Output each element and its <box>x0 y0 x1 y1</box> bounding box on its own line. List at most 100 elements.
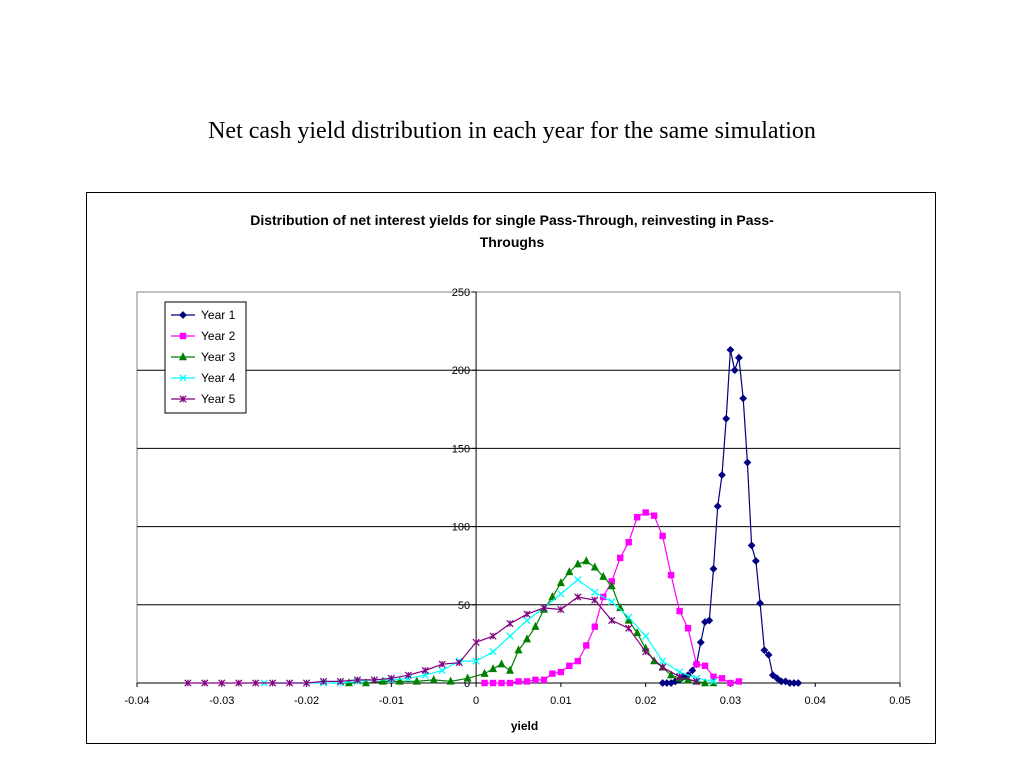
data-point-series-1 <box>739 394 748 403</box>
legend-label-5: Year 5 <box>201 392 236 406</box>
data-point-series-3 <box>378 676 387 685</box>
data-point-series-2 <box>540 676 548 684</box>
data-point-series-5 <box>675 673 684 681</box>
data-point-series-5 <box>184 679 192 687</box>
data-point-series-1 <box>794 679 803 687</box>
data-point-series-2 <box>659 532 666 540</box>
data-point-series-5 <box>591 596 599 604</box>
data-point-series-3 <box>429 675 438 684</box>
data-point-series-1 <box>747 541 756 550</box>
data-point-series-5 <box>302 679 311 687</box>
x-tick-label: 0.03 <box>720 695 741 707</box>
data-point-series-2 <box>591 623 599 630</box>
data-point-series-2 <box>498 679 505 687</box>
y-tick-label: 250 <box>452 287 470 299</box>
data-point-series-3 <box>599 571 608 580</box>
data-point-series-2 <box>650 512 658 519</box>
legend-label-2: Year 2 <box>201 329 236 343</box>
data-point-series-3 <box>590 562 599 571</box>
data-point-series-3 <box>582 556 591 565</box>
data-point-series-3 <box>395 676 404 685</box>
data-point-series-5 <box>506 619 514 628</box>
data-point-series-2 <box>566 662 573 669</box>
data-point-series-3 <box>573 559 582 568</box>
data-point-series-2 <box>506 679 514 687</box>
data-point-series-2 <box>574 657 582 665</box>
data-point-series-2 <box>625 539 632 546</box>
data-point-series-1 <box>764 650 773 659</box>
legend-marker-4 <box>179 374 187 382</box>
data-point-series-2 <box>489 679 497 687</box>
data-point-series-5 <box>421 666 429 675</box>
data-point-series-5 <box>540 604 548 612</box>
data-point-series-5 <box>625 624 633 632</box>
data-point-series-5 <box>269 679 277 687</box>
legend-marker-1 <box>179 311 187 319</box>
data-point-series-2 <box>735 678 743 685</box>
data-point-series-3 <box>412 676 421 685</box>
legend-label-3: Year 3 <box>201 350 236 364</box>
legend-marker-5 <box>179 395 187 403</box>
data-point-series-5 <box>218 679 226 687</box>
chart-title-line-2: Throughs <box>479 234 545 250</box>
data-point-series-5 <box>353 676 362 684</box>
legend-label-1: Year 1 <box>201 308 236 322</box>
slide-title: Net cash yield distribution in each year… <box>208 118 816 144</box>
data-point-series-2 <box>523 678 531 685</box>
data-point-series-5 <box>235 679 243 687</box>
data-point-series-5 <box>692 677 701 686</box>
data-point-series-2 <box>693 661 700 668</box>
x-axis-label: yield <box>511 719 538 733</box>
data-point-series-5 <box>642 648 650 656</box>
data-point-series-2 <box>633 514 641 521</box>
x-tick-label: 0.05 <box>889 695 910 707</box>
data-point-series-4 <box>523 616 531 625</box>
data-point-series-4 <box>608 598 616 606</box>
data-point-series-2 <box>701 662 709 669</box>
data-point-series-5 <box>336 677 345 686</box>
data-point-series-5 <box>608 616 616 625</box>
data-point-series-2 <box>676 607 683 615</box>
data-point-series-3 <box>489 664 498 673</box>
data-point-series-5 <box>285 679 294 687</box>
series-line-3 <box>348 560 714 684</box>
data-point-series-3 <box>607 581 616 590</box>
data-point-series-4 <box>472 657 480 665</box>
y-tick-label: 50 <box>458 600 470 612</box>
y-tick-label: 100 <box>452 522 470 534</box>
data-point-series-1 <box>760 646 769 655</box>
data-point-series-3 <box>565 567 574 576</box>
series-line-1 <box>662 349 799 684</box>
data-point-series-3 <box>548 592 557 601</box>
data-point-series-1 <box>688 666 697 675</box>
data-point-series-5 <box>201 679 209 687</box>
data-point-series-4 <box>625 613 633 621</box>
data-point-series-5 <box>387 674 395 682</box>
data-point-series-5 <box>489 632 497 640</box>
x-tick-label: -0.01 <box>379 695 404 707</box>
y-tick-label: 200 <box>452 365 470 377</box>
x-tick-label: -0.03 <box>209 695 234 707</box>
data-point-series-5 <box>523 610 531 618</box>
data-point-series-5 <box>472 638 480 646</box>
data-point-series-3 <box>361 678 370 687</box>
data-point-series-2 <box>481 679 488 687</box>
data-point-series-5 <box>557 605 565 614</box>
data-point-series-2 <box>727 679 734 687</box>
data-point-series-3 <box>480 668 489 677</box>
legend-marker-2 <box>179 332 187 340</box>
data-point-series-5 <box>438 660 446 668</box>
y-tick-label: 150 <box>452 443 470 455</box>
data-point-series-3 <box>446 676 455 685</box>
data-point-series-4 <box>658 657 667 665</box>
data-point-series-4 <box>557 590 565 598</box>
data-point-series-1 <box>773 674 781 683</box>
data-point-series-2 <box>532 676 539 684</box>
data-point-series-3 <box>531 621 540 630</box>
data-point-series-3 <box>463 673 472 682</box>
data-point-series-4 <box>591 588 599 596</box>
data-point-series-3 <box>514 645 523 654</box>
series-line-4 <box>264 579 714 684</box>
data-point-series-3 <box>506 665 515 674</box>
data-point-series-2 <box>617 554 624 562</box>
